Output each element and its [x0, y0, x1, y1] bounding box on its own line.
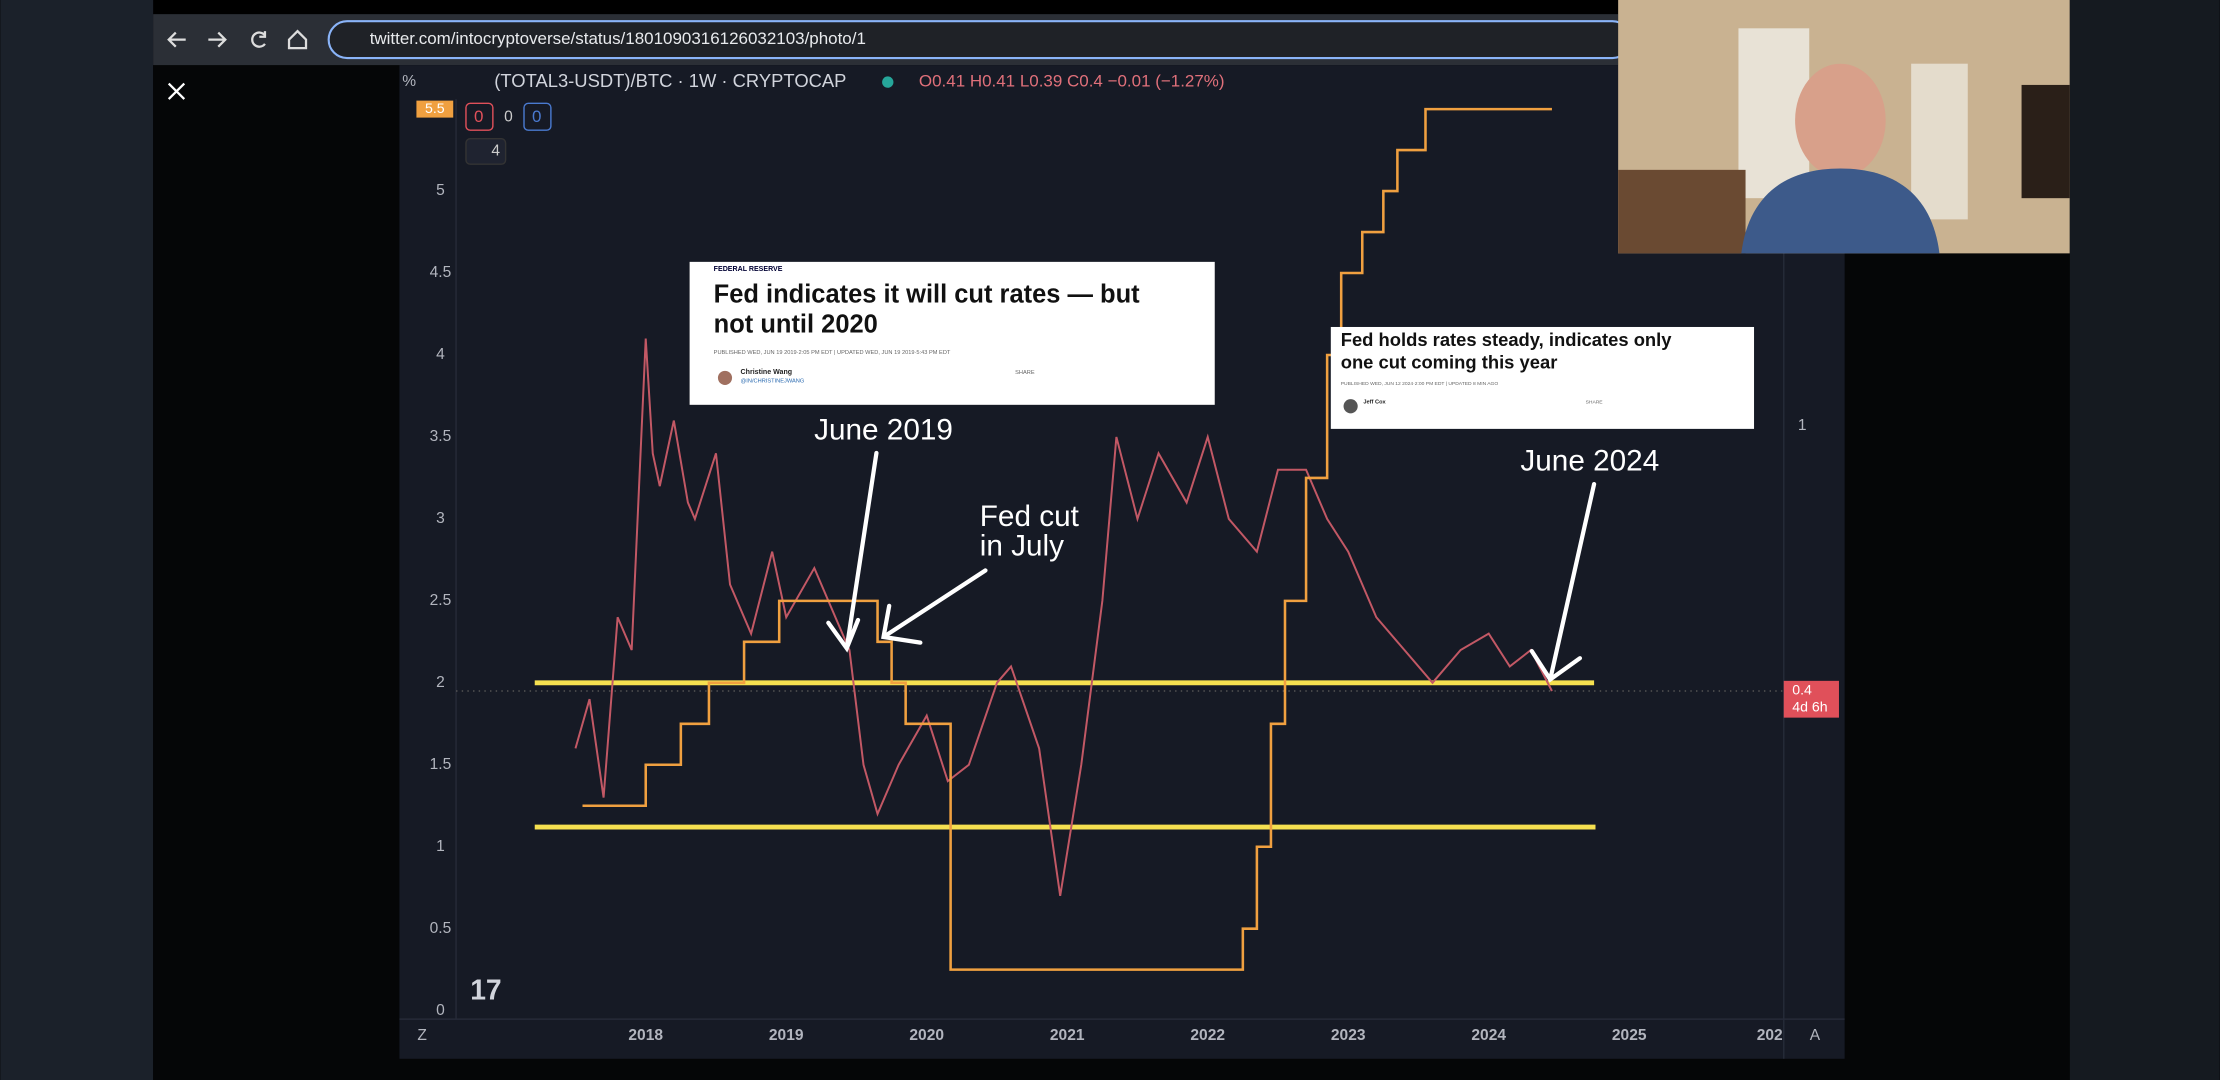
y-tick-label: 2: [436, 674, 445, 691]
card-share: SHARE: [1586, 399, 1604, 405]
price-tag-value: 0.4: [1792, 681, 1812, 697]
y-tick-label: 4: [436, 346, 445, 363]
countdown: 4d 6h: [1792, 698, 1827, 714]
y-tick-label: 2.5: [430, 592, 452, 609]
home-button[interactable]: [287, 29, 308, 50]
close-button[interactable]: [167, 82, 186, 100]
forward-button[interactable]: [208, 31, 227, 48]
back-button[interactable]: [167, 31, 186, 48]
right-axis-label: 1: [1798, 417, 1807, 434]
y-tick-label: 1: [436, 838, 445, 855]
card-headline: one cut coming this year: [1341, 352, 1558, 373]
card-headline: Fed holds rates steady, indicates only: [1341, 329, 1673, 350]
percent-toggle[interactable]: %: [402, 73, 416, 90]
a-button[interactable]: A: [1810, 1027, 1821, 1044]
x-tick-label: 2024: [1471, 1027, 1506, 1044]
avatar: [717, 370, 733, 386]
card-author: Christine Wang: [741, 369, 793, 376]
annotation: June 2019: [814, 414, 953, 447]
series-line: [582, 107, 1552, 971]
arrow: [1529, 481, 1597, 683]
url: twitter.com/intocryptoverse/status/18010…: [370, 29, 866, 48]
x-tick-label: 2018: [628, 1027, 663, 1044]
card-headline: not until 2020: [714, 310, 878, 338]
card-author: Jeff Cox: [1363, 399, 1386, 405]
collapse-button[interactable]: [465, 138, 507, 165]
x-tick-label: 2023: [1331, 1027, 1366, 1044]
news-card: [1330, 326, 1755, 429]
x-tick-label: 2021: [1050, 1027, 1085, 1044]
x-tick-label: 2019: [769, 1027, 804, 1044]
y-tick-label: 3.5: [430, 428, 452, 445]
annotation: June 2024: [1520, 445, 1659, 478]
counter: 0: [532, 107, 541, 126]
tv-logo: 17: [470, 974, 501, 1006]
door: [1911, 63, 1968, 220]
counter: 0: [474, 107, 483, 126]
x-tick-label: 2025: [1612, 1027, 1647, 1044]
rate-label-bg: [416, 100, 454, 118]
status-dot: [882, 76, 894, 88]
y-tick-label: 4.5: [430, 264, 452, 281]
y-tick-label: 1.5: [430, 756, 452, 773]
annotation: Fed cut: [980, 500, 1080, 533]
x-tick-label: 202: [1757, 1027, 1783, 1044]
symbol: (TOTAL3-USDT)/BTC · 1W · CRYPTOCAP: [494, 70, 846, 91]
card-handle: @IN/CHRISTINEJWANG: [741, 378, 805, 384]
card-meta: PUBLISHED WED, JUN 19 2019·2:05 PM EDT |…: [714, 350, 951, 356]
card-headline: Fed indicates it will cut rates — but: [714, 281, 1140, 309]
x-tick-label: 2020: [909, 1027, 944, 1044]
y-tick-label: 3: [436, 510, 445, 527]
y-tick-label: 5: [436, 182, 445, 199]
collapse-count: 4: [491, 143, 500, 160]
side-right: [2069, 0, 2220, 1080]
arrows: [826, 450, 1597, 683]
side-left: [0, 0, 154, 1080]
counter-box[interactable]: [523, 102, 552, 131]
arrow: [826, 450, 879, 653]
ohlc: O0.41 H0.41 L0.39 C0.4 −0.01 (−1.27%): [919, 72, 1225, 91]
face: [1795, 63, 1886, 177]
y-tick-label: 0.5: [430, 920, 452, 937]
cabinet: [2021, 84, 2070, 199]
card-kicker: FEDERAL RESERVE: [714, 266, 783, 273]
shirt: [1741, 168, 1940, 254]
card-meta: PUBLISHED WED, JUN 12 2024·2:00 PM EDT |…: [1341, 381, 1499, 387]
y-tick-label: 0: [436, 1002, 445, 1019]
price-tag: [1783, 680, 1839, 718]
x-tick-label: 2022: [1190, 1027, 1225, 1044]
chart-panel: [399, 65, 1845, 1059]
reload-button[interactable]: [251, 31, 267, 48]
rate-label: 5.5: [425, 100, 445, 116]
counter-box[interactable]: [465, 102, 494, 131]
series-line: [574, 338, 1553, 897]
webcam: [1618, 0, 2070, 254]
avatar: [1343, 399, 1358, 414]
card-share: SHARE: [1015, 370, 1035, 376]
annotation: in July: [980, 530, 1064, 563]
z-button[interactable]: Z: [417, 1027, 427, 1044]
desk: [1618, 169, 1746, 254]
arrow: [881, 568, 988, 645]
news-card: [689, 261, 1215, 405]
counter: 0: [504, 109, 513, 126]
